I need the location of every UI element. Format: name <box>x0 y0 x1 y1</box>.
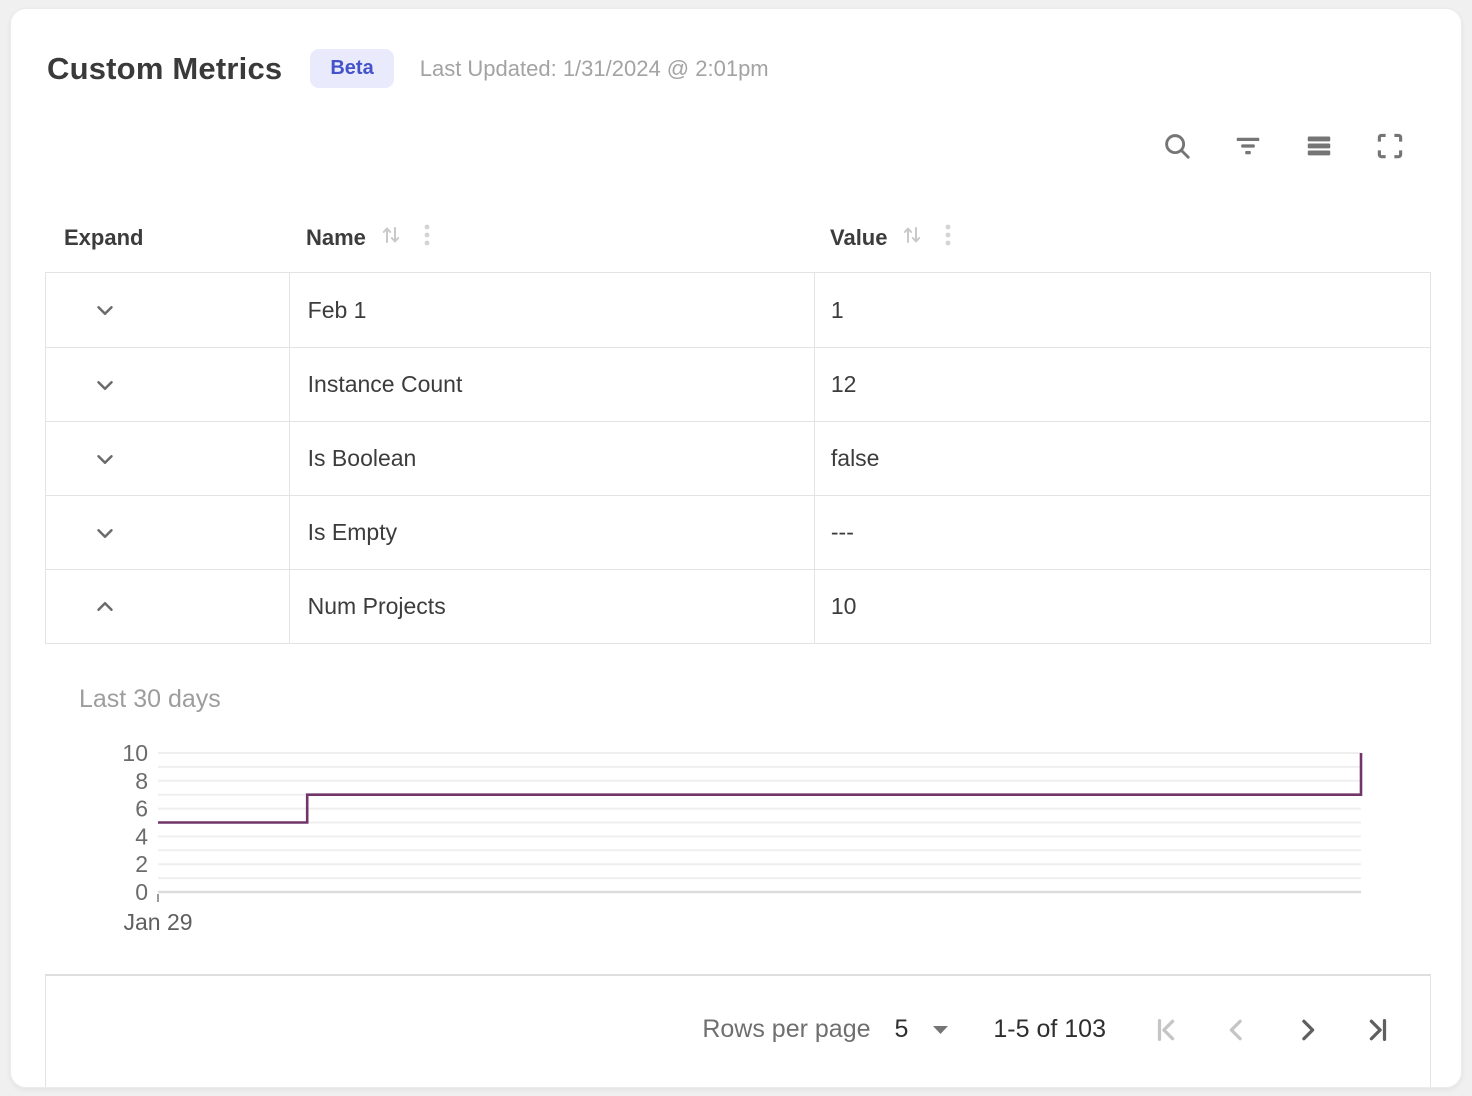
table-footer: Rows per page 5 1-5 of 103 <box>45 974 1431 1087</box>
metric-value-cell: 1 <box>813 273 1430 347</box>
expand-row-icon[interactable] <box>77 435 133 483</box>
chart-title: Last 30 days <box>79 685 221 713</box>
metric-value-cell: --- <box>813 496 1430 569</box>
expand-row-icon[interactable] <box>77 361 133 409</box>
column-label: Expand <box>64 225 144 250</box>
metric-value-cell: 10 <box>813 570 1430 643</box>
sort-icon[interactable] <box>901 223 925 253</box>
metric-value-cell: 12 <box>813 348 1430 421</box>
sort-icon[interactable] <box>380 223 404 253</box>
svg-text:2: 2 <box>135 851 148 877</box>
column-label: Name <box>306 225 366 250</box>
table-row: Is Empty --- <box>46 495 1430 569</box>
card-header: Custom Metrics Beta Last Updated: 1/31/2… <box>47 49 769 88</box>
rows-per-page-value[interactable]: 5 <box>894 1015 909 1043</box>
page-range-label: 1-5 of 103 <box>993 1015 1106 1043</box>
metric-name-cell: Feb 1 <box>288 273 814 347</box>
collapse-row-icon[interactable] <box>77 583 133 631</box>
next-page-button[interactable] <box>1292 1015 1322 1045</box>
column-header-value[interactable]: Value <box>814 215 1431 261</box>
custom-metrics-card: Custom Metrics Beta Last Updated: 1/31/2… <box>10 8 1462 1088</box>
column-header-name[interactable]: Name <box>288 215 814 261</box>
table-body: Feb 1 1 Instance Count 12 Is Boolean false Is … <box>45 272 1431 644</box>
svg-text:4: 4 <box>135 823 148 849</box>
previous-page-button <box>1222 1015 1252 1045</box>
rows-per-page-dropdown-icon[interactable] <box>932 1025 949 1035</box>
svg-text:8: 8 <box>135 768 148 794</box>
svg-text:6: 6 <box>135 796 148 822</box>
last-page-button[interactable] <box>1362 1015 1392 1045</box>
column-menu-icon[interactable] <box>939 222 957 254</box>
svg-text:10: 10 <box>122 741 148 766</box>
table-toolbar <box>1162 131 1405 161</box>
expand-cell <box>46 570 289 643</box>
metric-name-cell: Num Projects <box>288 570 814 643</box>
search-icon[interactable] <box>1162 131 1192 161</box>
beta-badge: Beta <box>310 49 394 88</box>
expand-cell <box>46 348 289 421</box>
expand-cell <box>46 496 289 569</box>
pagination-controls <box>1152 1015 1392 1045</box>
last-30-days-chart: 0 2 4 6 8 10 Jan 29 <box>45 740 1395 951</box>
column-menu-icon[interactable] <box>418 222 436 254</box>
last-updated-text: Last Updated: 1/31/2024 @ 2:01pm <box>419 55 769 81</box>
fullscreen-icon[interactable] <box>1375 131 1405 161</box>
column-label: Value <box>830 225 888 250</box>
density-icon[interactable] <box>1304 131 1334 161</box>
svg-text:0: 0 <box>135 879 148 905</box>
column-header-expand: Expand <box>45 215 288 261</box>
expand-cell <box>46 422 289 495</box>
rows-per-page-label: Rows per page <box>702 1015 871 1043</box>
metric-name-cell: Is Boolean <box>288 422 814 495</box>
expand-row-icon[interactable] <box>77 509 133 557</box>
table-row: Num Projects 10 <box>46 569 1430 643</box>
expand-cell <box>46 273 289 347</box>
first-page-button <box>1152 1015 1182 1045</box>
metric-value-cell: false <box>813 422 1430 495</box>
expand-row-icon[interactable] <box>77 286 133 334</box>
filter-icon[interactable] <box>1233 131 1263 161</box>
table-header-row: Expand Name Value <box>45 215 1431 261</box>
table-row: Instance Count 12 <box>46 347 1430 421</box>
table-row: Is Boolean false <box>46 421 1430 495</box>
metric-name-cell: Is Empty <box>288 496 814 569</box>
svg-text:Jan 29: Jan 29 <box>123 909 192 935</box>
page-title: Custom Metrics <box>47 50 283 86</box>
metric-name-cell: Instance Count <box>288 348 814 421</box>
